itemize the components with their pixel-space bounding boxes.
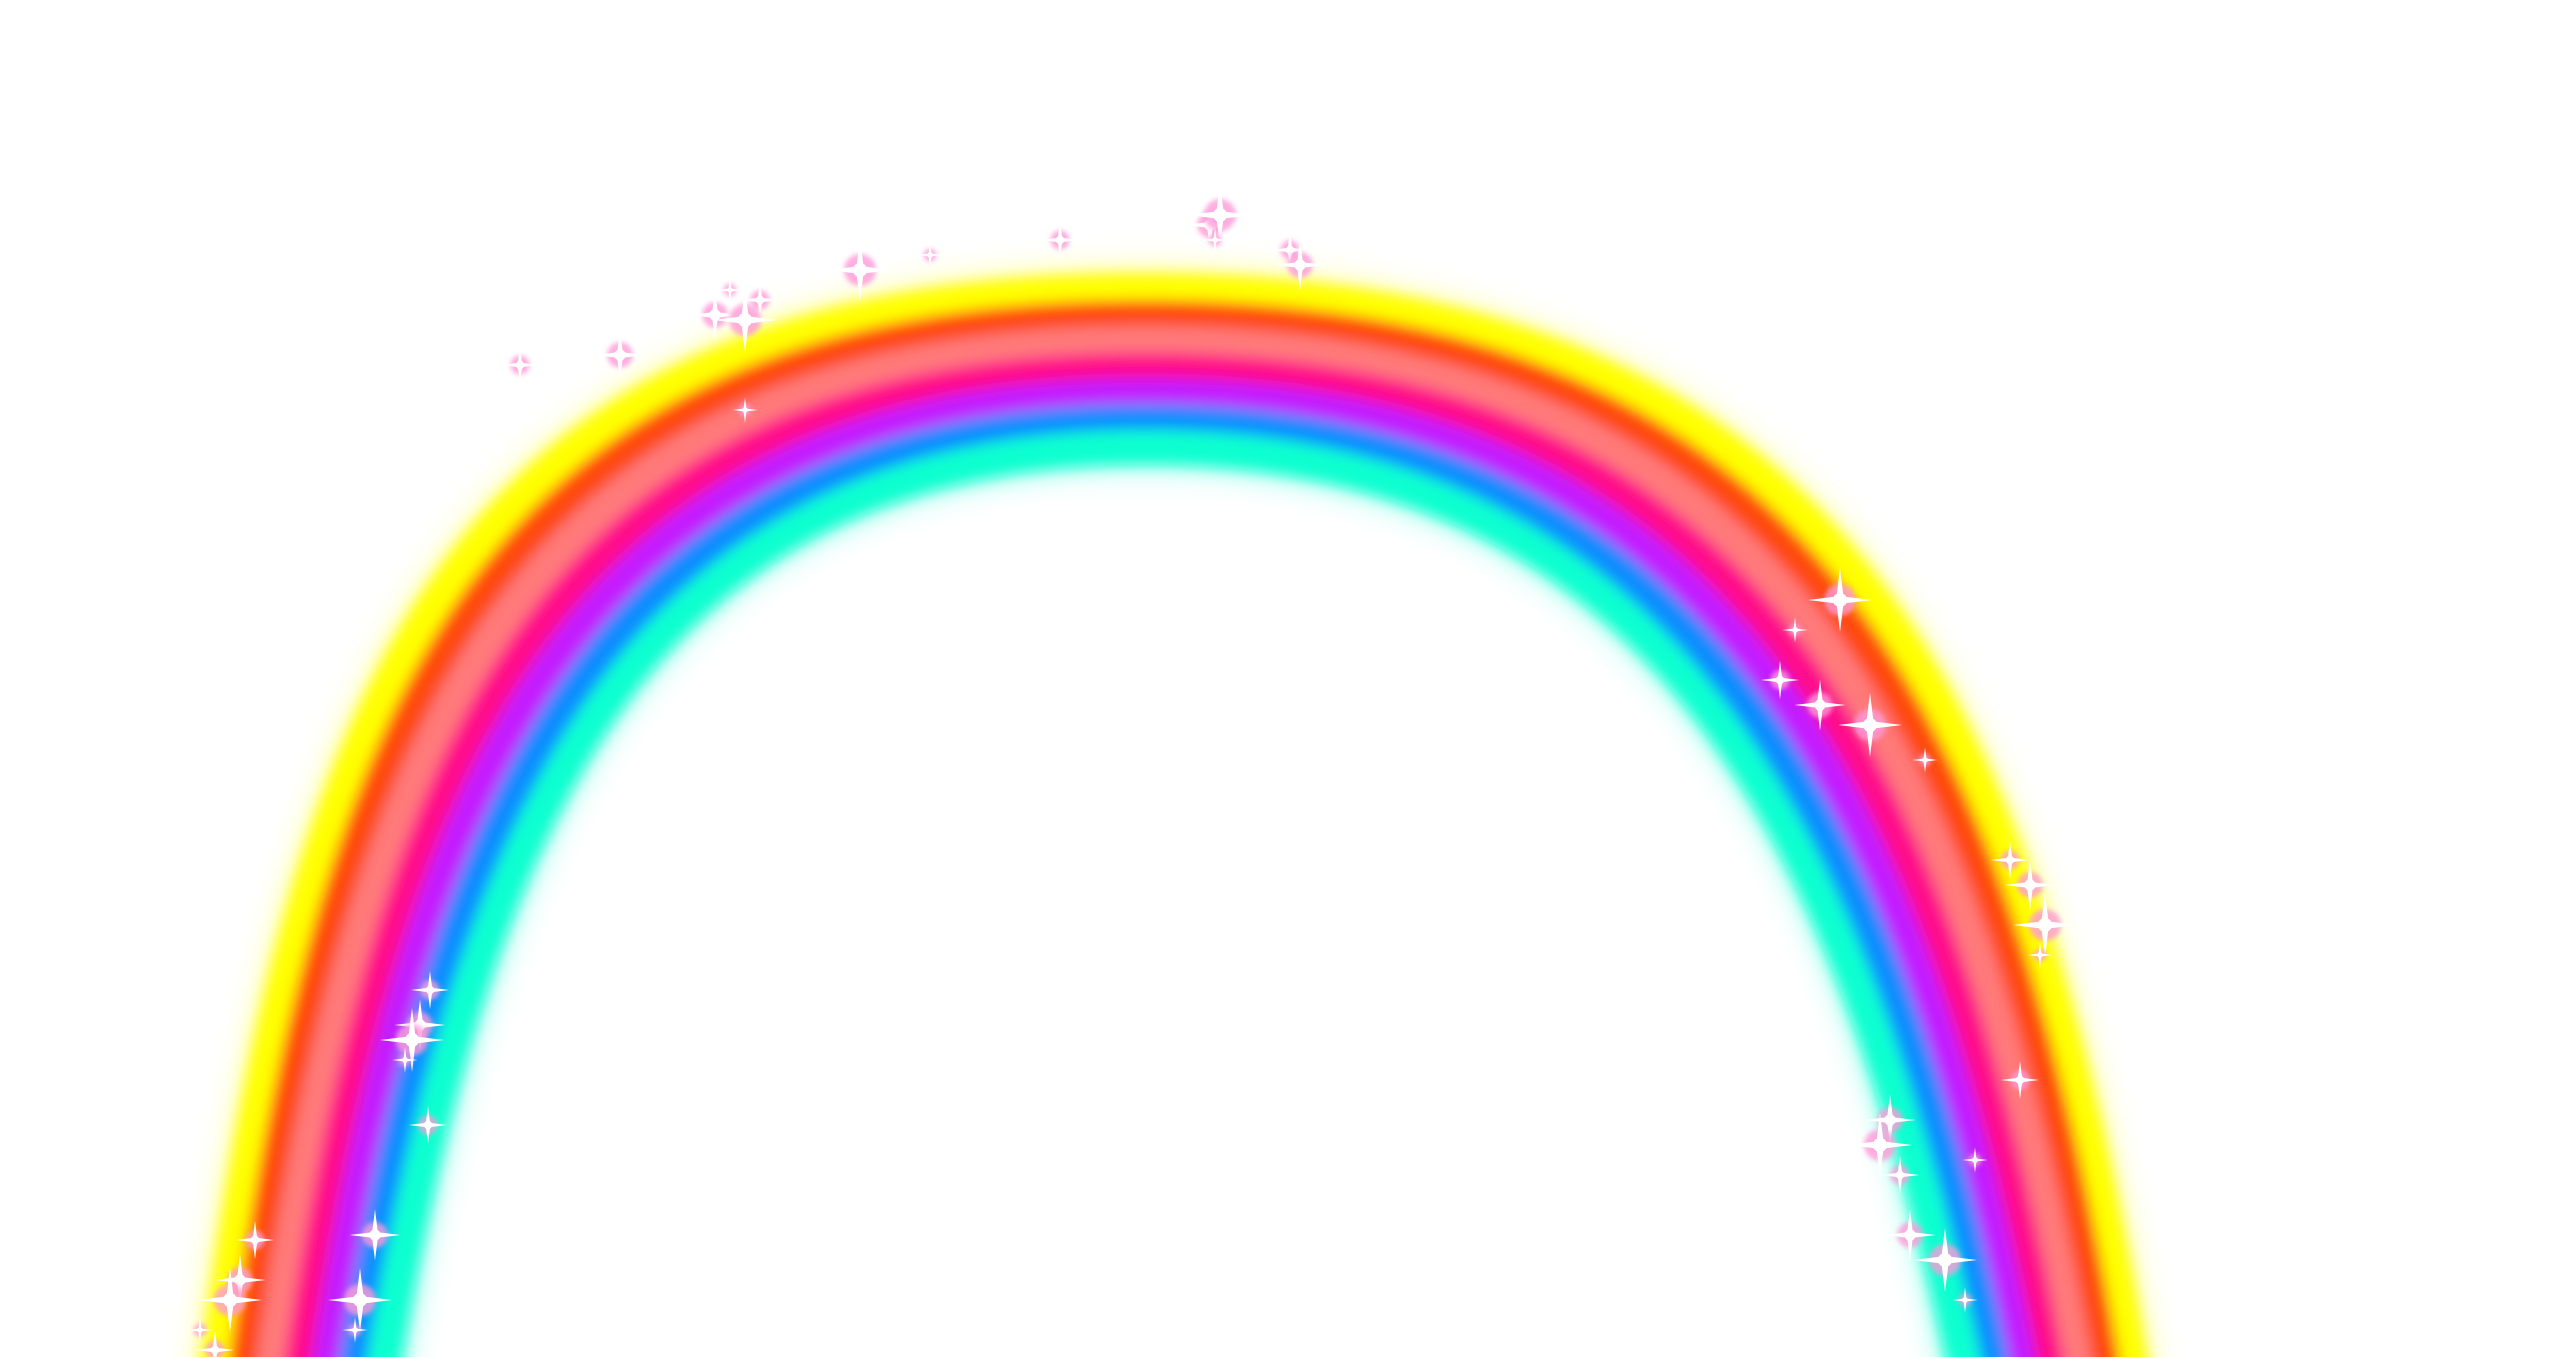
sparkle [187, 1317, 213, 1343]
sparkle [195, 1330, 235, 1357]
salmon-band [256, 325, 2092, 1357]
sparkle [328, 1268, 392, 1332]
aqua-band [367, 429, 1981, 1357]
sparkle [410, 970, 450, 1010]
sparkle [198, 1268, 262, 1332]
sparkle [689, 289, 741, 341]
pink-band [284, 351, 2064, 1357]
sparkle [1884, 1209, 1936, 1261]
sparkle [1202, 227, 1228, 253]
yellow-band [201, 273, 2147, 1357]
sparkle [1990, 840, 2030, 880]
sparkle [2027, 942, 2053, 968]
sparkle [917, 242, 943, 268]
sparkle [740, 280, 780, 320]
sparkle [1794, 679, 1846, 731]
sparkle [713, 288, 777, 352]
sparkle [2013, 893, 2077, 957]
sparkle [1880, 1155, 1920, 1195]
sparkle [2000, 1060, 2040, 1100]
sparkle [2004, 859, 2056, 911]
sparkle [828, 238, 892, 302]
sparkle [1864, 1094, 1916, 1146]
sparkle [392, 1047, 418, 1073]
sparkle [1913, 1228, 1977, 1292]
sparkle [1912, 747, 1938, 773]
sparkle [1838, 693, 1902, 757]
sparkle [342, 1317, 368, 1343]
sparkle [1808, 568, 1872, 632]
sparkle [1782, 617, 1808, 643]
sparkle [594, 329, 646, 381]
sparkle [1952, 1287, 1978, 1313]
sparkle [1848, 1113, 1912, 1177]
sparkles [187, 183, 2077, 1357]
violet-band [312, 377, 2037, 1357]
sparkle [349, 1209, 401, 1261]
rainbow-bands [201, 273, 2147, 1357]
sparkle [1962, 1147, 1988, 1173]
blue-band [339, 403, 2009, 1357]
sparkle [235, 1220, 275, 1260]
sparkle [1188, 183, 1252, 247]
sparkle [732, 397, 758, 423]
sparkle [1274, 239, 1326, 291]
orange-band [229, 299, 2119, 1357]
sparkle [500, 345, 540, 385]
sparkle [1760, 660, 1800, 700]
sparkle [408, 1105, 448, 1145]
sparkle [380, 1008, 444, 1072]
sparkle [717, 277, 743, 303]
sparkle [1040, 220, 1080, 260]
